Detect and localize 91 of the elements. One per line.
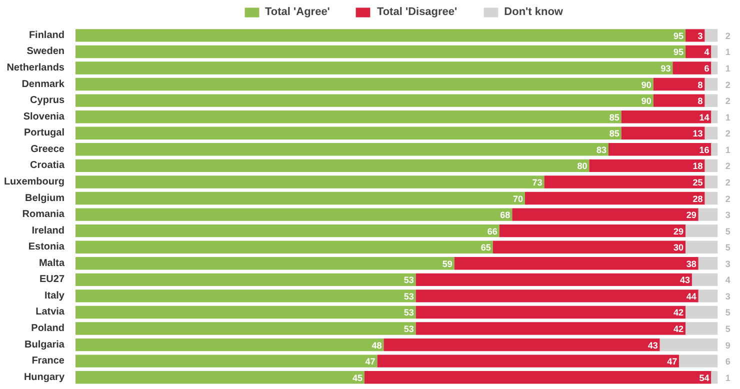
data-label: 53 <box>404 291 414 302</box>
data-label: 2 <box>725 177 730 188</box>
data-label: 43 <box>648 340 658 350</box>
data-label: 6 <box>725 356 730 367</box>
y-tick-label: Malta <box>38 258 65 269</box>
y-tick-label: Sweden <box>26 46 65 58</box>
data-label: 70 <box>513 194 524 204</box>
data-label: 18 <box>692 161 703 172</box>
data-label: 30 <box>674 242 684 253</box>
data-label: 5 <box>725 242 730 253</box>
data-label: 85 <box>609 112 620 122</box>
data-label: 53 <box>404 275 414 286</box>
y-tick-label: Finland <box>28 30 65 41</box>
data-label: 93 <box>660 64 671 74</box>
y-tick-label: Poland <box>31 323 65 334</box>
data-label: 4 <box>725 275 730 286</box>
data-label: 38 <box>686 258 696 269</box>
data-label: 8 <box>698 96 703 106</box>
y-tick-label: Bulgaria <box>24 339 65 350</box>
data-label: 5 <box>725 308 730 318</box>
data-label: 25 <box>692 177 703 188</box>
y-tick-label: Denmark <box>22 78 65 90</box>
data-label: 54 <box>699 372 710 383</box>
y-tick-label: Cyprus <box>30 95 65 106</box>
y-tick-label: France <box>32 356 65 367</box>
y-tick-label: Netherlands <box>6 62 65 74</box>
data-label: 47 <box>365 356 376 367</box>
data-label: 3 <box>725 210 730 220</box>
y-tick-label: Greece <box>30 144 65 155</box>
data-label: 65 <box>480 242 491 253</box>
data-label: 8 <box>698 80 703 90</box>
data-label: 95 <box>674 30 684 41</box>
data-label: 1 <box>725 144 730 155</box>
data-label: 53 <box>404 308 414 318</box>
data-label: 13 <box>692 128 703 139</box>
data-label: 45 <box>352 372 362 383</box>
y-tick-label: Belgium <box>25 192 65 204</box>
data-label: 68 <box>500 210 510 220</box>
legend-label: Don't know <box>504 6 563 18</box>
data-label: 73 <box>532 177 542 188</box>
data-label: 53 <box>404 324 414 334</box>
data-label: 2 <box>725 194 730 204</box>
legend-label: Total 'Disagree' <box>376 6 458 18</box>
data-label: 29 <box>674 226 684 236</box>
data-label: 29 <box>686 210 696 220</box>
y-tick-label: Croatia <box>30 160 65 172</box>
data-label: 1 <box>725 112 730 122</box>
data-label: 90 <box>641 96 652 106</box>
data-label: 48 <box>372 340 382 350</box>
data-label: 42 <box>674 308 684 318</box>
data-label: 3 <box>698 30 703 41</box>
y-tick-label: Romania <box>22 209 65 220</box>
data-label: 14 <box>699 112 710 122</box>
data-label: 42 <box>674 324 684 334</box>
data-label: 80 <box>577 161 588 172</box>
data-label: 2 <box>725 80 730 90</box>
y-tick-label: Hungary <box>24 372 65 383</box>
y-tick-label: Latvia <box>36 306 65 318</box>
y-tick-label: Ireland <box>32 225 65 236</box>
data-label: 95 <box>674 47 684 58</box>
data-label: 47 <box>667 356 678 367</box>
data-label: 1 <box>725 64 730 74</box>
data-label: 4 <box>704 47 710 58</box>
data-label: 2 <box>725 128 730 139</box>
y-tick-label: Slovenia <box>23 111 65 122</box>
data-label: 28 <box>692 194 703 204</box>
data-label: 1 <box>725 47 730 58</box>
data-label: 5 <box>725 324 730 334</box>
y-tick-label: Estonia <box>28 242 65 253</box>
data-label: 85 <box>609 128 620 139</box>
data-label: 6 <box>704 64 710 74</box>
y-tick-label: Portugal <box>24 128 65 139</box>
data-label: 3 <box>725 258 730 269</box>
y-tick-label: Italy <box>44 290 65 302</box>
data-label: 59 <box>442 258 452 269</box>
data-label: 43 <box>680 275 690 286</box>
data-label: 3 <box>725 291 730 302</box>
data-label: 2 <box>725 30 730 41</box>
data-label: 90 <box>641 80 652 90</box>
data-label: 44 <box>686 291 696 302</box>
data-label: 5 <box>725 226 730 236</box>
y-tick-label: EU27 <box>39 274 65 286</box>
legend-label: Total 'Agree' <box>265 6 330 18</box>
data-label: 83 <box>596 144 606 155</box>
data-label: 16 <box>699 144 710 155</box>
data-label: 1 <box>725 372 730 383</box>
data-label: 2 <box>725 161 730 172</box>
y-tick-label: Luxembourg <box>4 176 65 188</box>
data-label: 2 <box>725 96 730 106</box>
data-label: 66 <box>487 226 498 236</box>
data-label: 9 <box>725 340 730 350</box>
